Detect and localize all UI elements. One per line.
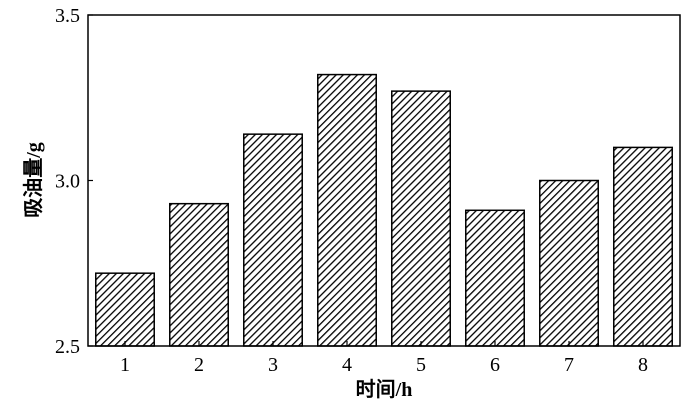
- plot-frame: [87, 14, 681, 347]
- bar-4: [317, 73, 377, 347]
- bars-group: [95, 73, 673, 347]
- x-tick-label-6: 6: [490, 354, 500, 376]
- x-tick-label-7: 7: [564, 354, 574, 376]
- y-tick-label-3.0: 3.0: [55, 171, 80, 193]
- y-axis-title: 吸油量/g: [21, 142, 45, 218]
- bar-7: [539, 179, 599, 347]
- y-tick-label-3.5: 3.5: [55, 5, 80, 27]
- bar-3: [243, 133, 303, 347]
- x-ticks-group: 1 2 3 4 5 6 7 8: [120, 341, 648, 376]
- x-tick-label-2: 2: [194, 354, 204, 376]
- x-tick-label-1: 1: [120, 354, 130, 376]
- x-axis-title: 时间/h: [356, 378, 413, 401]
- bar-8: [613, 146, 673, 347]
- x-tick-label-3: 3: [268, 354, 278, 376]
- x-tick-label-5: 5: [416, 354, 426, 376]
- x-tick-label-4: 4: [342, 354, 352, 376]
- bar-6: [465, 209, 525, 347]
- bar-2: [169, 202, 229, 347]
- bar-1: [95, 272, 155, 347]
- x-tick-label-8: 8: [638, 354, 648, 376]
- bar-5: [391, 90, 451, 347]
- y-tick-label-2.5: 2.5: [55, 336, 80, 358]
